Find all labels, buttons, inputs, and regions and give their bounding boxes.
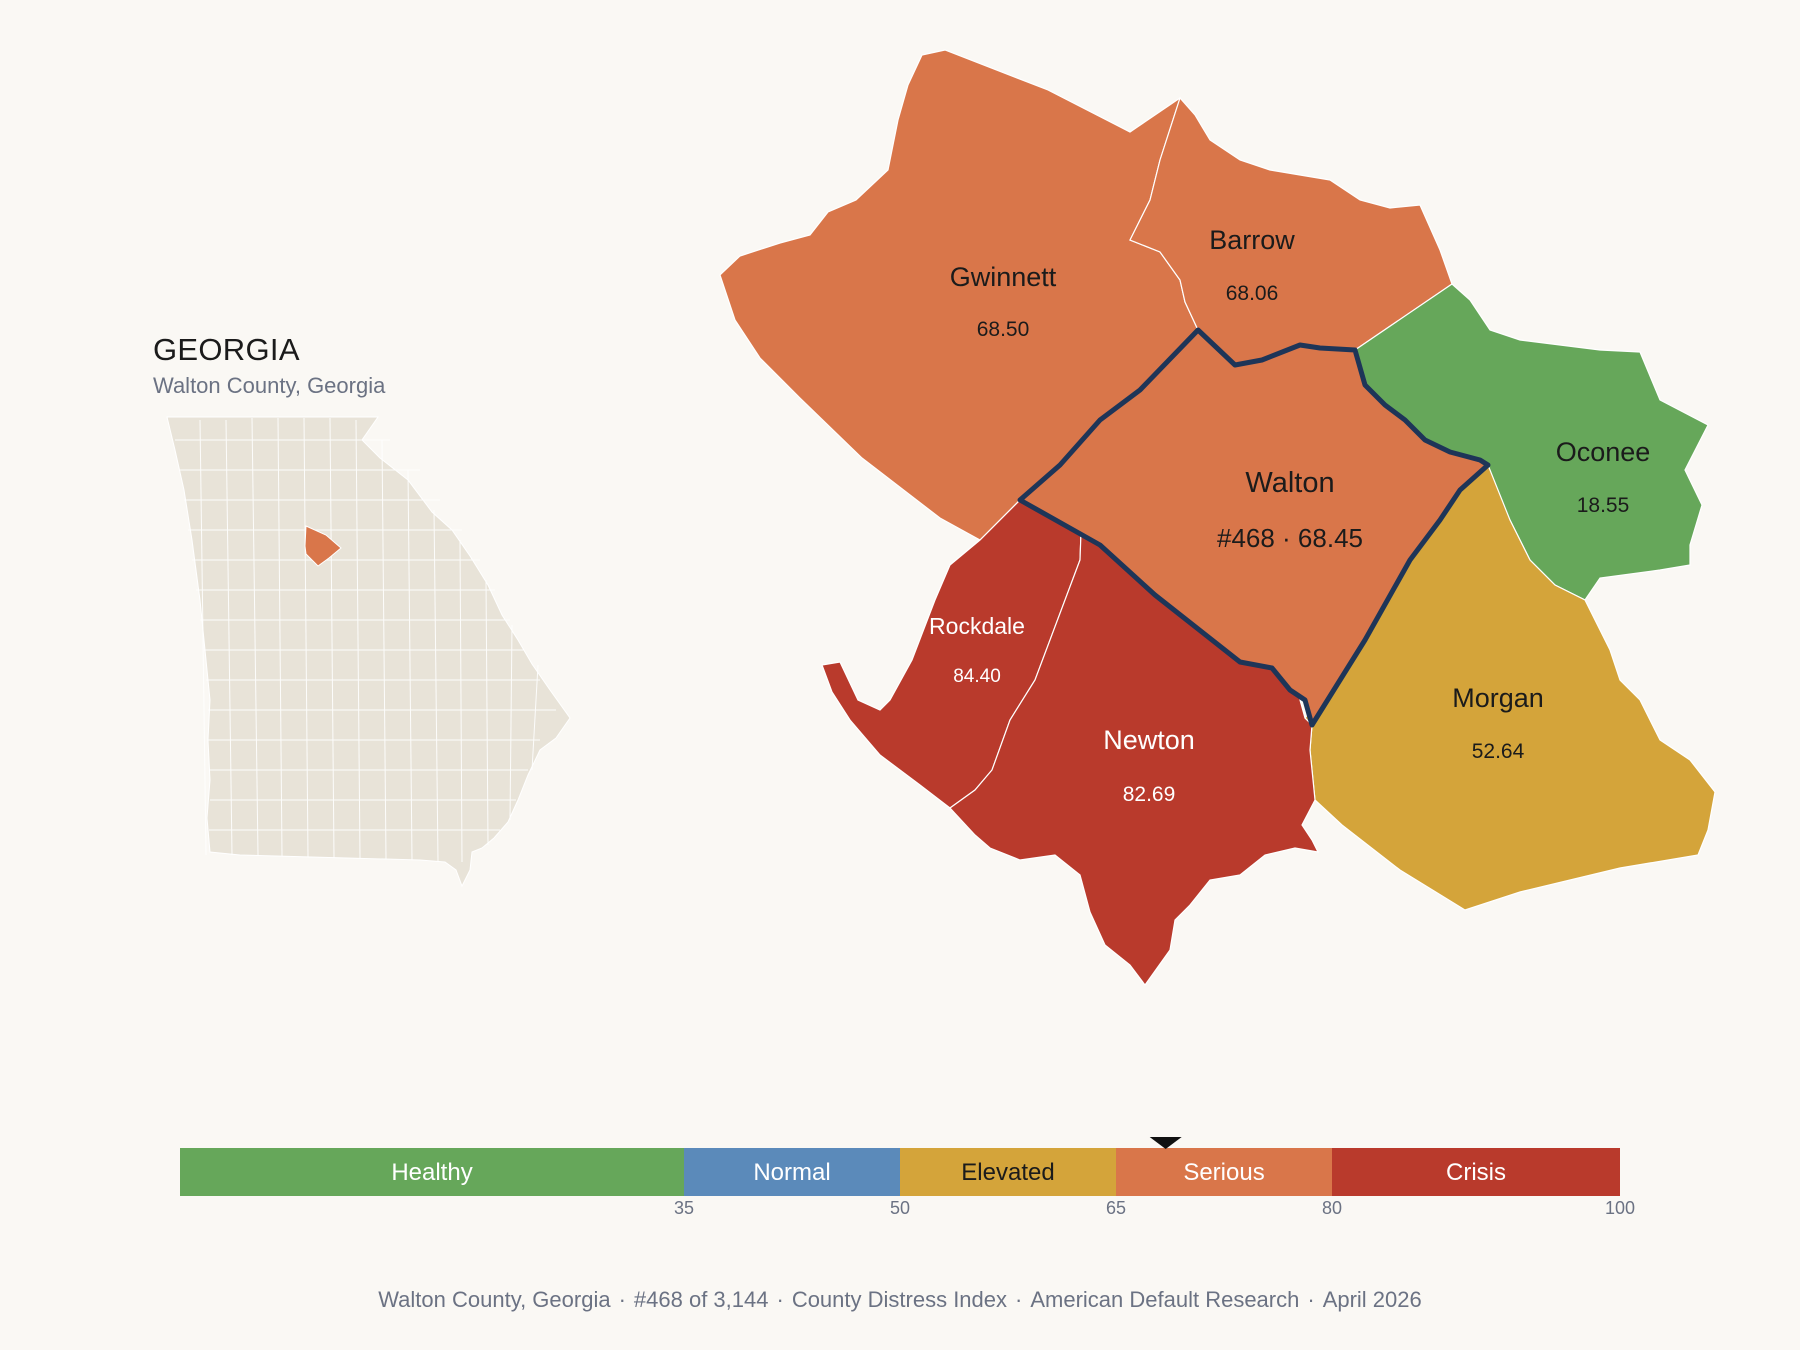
footer-credits: Walton County, Georgia · #468 of 3,144 · Cou… bbox=[0, 1287, 1800, 1313]
county-value-walton: #468 · 68.45 bbox=[1217, 523, 1363, 553]
scale-band-label-elevated: Elevated bbox=[961, 1159, 1054, 1186]
footer-rank: #468 of 3,144 bbox=[633, 1287, 769, 1312]
scale-band-label-serious: Serious bbox=[1183, 1159, 1264, 1186]
inset-state-name: GEORGIA bbox=[153, 332, 300, 367]
scale-band-label-crisis: Crisis bbox=[1446, 1159, 1506, 1186]
footer-separator: · bbox=[1015, 1287, 1023, 1312]
county-label-newton: Newton bbox=[1103, 725, 1195, 755]
scale-tick-35: 35 bbox=[673, 1198, 695, 1218]
footer-separator: · bbox=[776, 1287, 784, 1312]
scale-band-healthy bbox=[180, 1148, 684, 1196]
scale-position-marker bbox=[1149, 1137, 1182, 1149]
county-label-gwinnett: Gwinnett bbox=[950, 262, 1057, 292]
scale-tick-80: 80 bbox=[1321, 1198, 1343, 1218]
county-value-morgan: 52.64 bbox=[1472, 740, 1525, 763]
walton-county-inset-highlight bbox=[304, 525, 342, 567]
county-label-morgan: Morgan bbox=[1452, 683, 1544, 713]
scale-band-elevated bbox=[900, 1148, 1116, 1196]
footer-index-name: County Distress Index bbox=[791, 1287, 1008, 1312]
county-value-gwinnett: 68.50 bbox=[977, 318, 1030, 341]
county-label-oconee: Oconee bbox=[1556, 437, 1651, 467]
county-map bbox=[719, 49, 1716, 987]
scale-tick-65: 65 bbox=[1105, 1198, 1127, 1218]
scale-tick-50: 50 bbox=[889, 1198, 911, 1218]
scale-band-label-normal: Normal bbox=[753, 1159, 830, 1186]
scale-band-serious bbox=[1116, 1148, 1332, 1196]
county-value-oconee: 18.55 bbox=[1577, 494, 1630, 517]
county-labels: Gwinnett 68.50 Barrow 68.06 Walton #468 … bbox=[929, 225, 1650, 806]
footer-date: April 2026 bbox=[1322, 1287, 1422, 1312]
inset-subtitle: Walton County, Georgia bbox=[153, 373, 386, 398]
georgia-state-shape bbox=[166, 416, 571, 888]
county-value-newton: 82.69 bbox=[1123, 783, 1176, 806]
georgia-inset-map bbox=[166, 416, 571, 888]
county-value-barrow: 68.06 bbox=[1226, 282, 1279, 305]
georgia-county-lines bbox=[175, 417, 556, 863]
county-value-rockdale: 84.40 bbox=[953, 666, 1001, 687]
footer-county: Walton County, Georgia bbox=[378, 1287, 611, 1312]
footer-separator: · bbox=[1307, 1287, 1315, 1312]
scale-band-crisis bbox=[1332, 1148, 1620, 1196]
scale-band-normal bbox=[684, 1148, 900, 1196]
footer-separator: · bbox=[618, 1287, 626, 1312]
scale-tick-100: 100 bbox=[1604, 1198, 1636, 1218]
county-label-barrow: Barrow bbox=[1209, 225, 1295, 255]
scale-band-label-healthy: Healthy bbox=[391, 1159, 472, 1186]
county-shape-walton[interactable] bbox=[1017, 327, 1491, 728]
county-label-rockdale: Rockdale bbox=[929, 613, 1025, 639]
county-label-walton: Walton bbox=[1245, 467, 1334, 499]
distress-scale: Healthy Normal Elevated Serious Crisis bbox=[180, 1148, 1620, 1196]
footer-publisher: American Default Research bbox=[1030, 1287, 1300, 1312]
